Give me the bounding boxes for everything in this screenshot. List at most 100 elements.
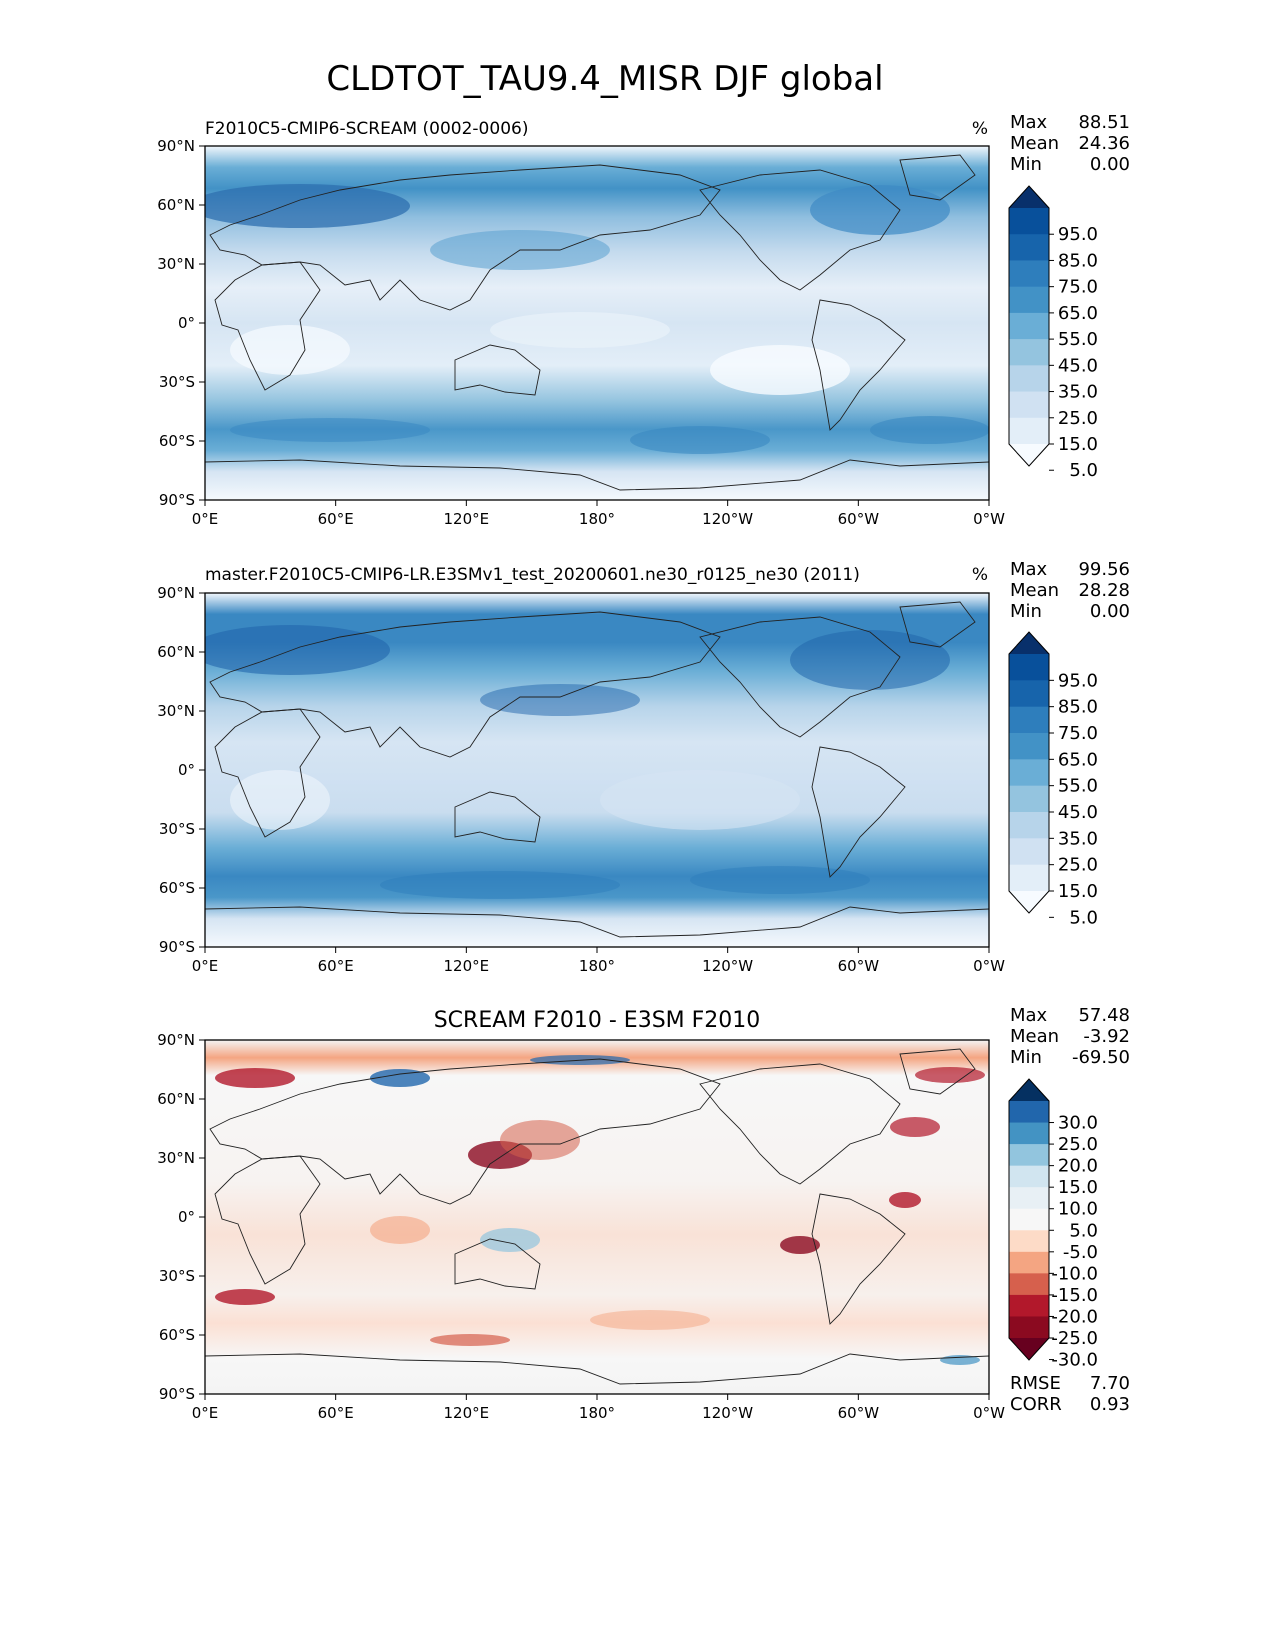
y-tick-label: 0°: [178, 761, 195, 779]
y-tick-label: 30°S: [159, 1267, 195, 1285]
y-tick-label: 30°S: [159, 820, 195, 838]
x-tick-label: 60°E: [318, 510, 354, 528]
panel-1-map: [205, 146, 989, 500]
x-tick-label: 60°W: [838, 510, 880, 528]
stat-mean-label: Mean: [1010, 580, 1059, 601]
colorbar-label: -30.0: [1051, 1350, 1098, 1371]
colorbar-segment: [1009, 312, 1049, 340]
colorbar-label: -5.0: [1063, 1242, 1098, 1263]
x-tick-label: 0°W: [973, 957, 1005, 975]
stat-mean-value: 28.28: [1078, 580, 1130, 601]
y-tick-label: 30°N: [157, 1149, 195, 1167]
x-tick-label: 0°E: [192, 510, 219, 528]
colorbar-segment: [1009, 286, 1049, 314]
x-tick-label: 120°W: [702, 510, 753, 528]
stat-max-value: 99.56: [1078, 559, 1130, 580]
colorbar-label: 65.0: [1058, 749, 1098, 770]
colorbar-segment: [1009, 208, 1049, 235]
colorbar-segment: [1009, 680, 1049, 708]
corr-value: 0.93: [1090, 1394, 1130, 1415]
colorbar-segment: [1009, 1273, 1049, 1296]
colorbar-segment: [1009, 365, 1049, 393]
y-tick-label: 60°N: [157, 196, 195, 214]
y-tick-label: 30°S: [159, 373, 195, 391]
colorbar-segment: [1009, 1165, 1049, 1188]
colorbar-label: 5.0: [1069, 907, 1098, 928]
colorbar-label: 45.0: [1058, 355, 1098, 376]
colorbar-label: 45.0: [1058, 802, 1098, 823]
panel-2-title: master.F2010C5-CMIP6-LR.E3SMv1_test_2020…: [205, 565, 860, 585]
colorbar-label: 20.0: [1058, 1156, 1098, 1177]
stat-min-value: 0.00: [1090, 154, 1130, 175]
stat-max-value: 88.51: [1078, 112, 1130, 133]
y-tick-label: 60°N: [157, 1090, 195, 1108]
axes: 0°E 60°E 120°E 180° 120°W 60°W 0°W 90°N 60°N 30°N…: [157, 137, 1005, 1422]
colorbar-label: 75.0: [1058, 723, 1098, 744]
colorbar-extend-top: [1009, 1079, 1049, 1101]
x-tick-label: 0°W: [973, 1404, 1005, 1422]
x-tick-label: 120°E: [444, 957, 490, 975]
colorbar-label: -10.0: [1051, 1263, 1098, 1284]
colorbar-segment: [1009, 706, 1049, 734]
colorbar-label: 75.0: [1058, 277, 1098, 298]
colorbar-segment: [1009, 1187, 1049, 1210]
y-tick-label: 60°S: [159, 432, 195, 450]
colorbar-label: 15.0: [1058, 1177, 1098, 1198]
colorbar-extend-bottom: [1009, 1338, 1049, 1360]
stats: Max 88.51 Mean 24.36 Min 0.00 Max 99.56 Mean 28.2…: [1010, 112, 1130, 1415]
y-tick-label: 90°N: [157, 137, 195, 155]
colorbar-label: 10.0: [1058, 1199, 1098, 1220]
colorbar-segment: [1009, 1251, 1049, 1274]
colorbar-segment: [1009, 759, 1049, 787]
colorbar-segment: [1009, 654, 1049, 681]
panel-1: F2010C5-CMIP6-SCREAM (0002-0006) %: [204, 119, 990, 501]
colorbar-segment: [1009, 417, 1049, 445]
y-tick-label: 90°S: [159, 491, 195, 509]
y-tick-label: 90°S: [159, 1385, 195, 1403]
colorbar-label: 35.0: [1058, 382, 1098, 403]
panel-2: master.F2010C5-CMIP6-LR.E3SMv1_test_2020…: [204, 565, 990, 948]
colorbar-segment: [1009, 838, 1049, 866]
colorbar-extend-top: [1009, 186, 1049, 208]
panel-3-title: SCREAM F2010 - E3SM F2010: [434, 1008, 761, 1033]
colorbar-segment: [1009, 391, 1049, 419]
stat-max-label: Max: [1010, 559, 1048, 580]
stat-min-label: Min: [1010, 601, 1042, 622]
stat-mean-value: -3.92: [1083, 1026, 1130, 1047]
y-tick-label: 60°S: [159, 1326, 195, 1344]
x-tick-label: 120°W: [702, 1404, 753, 1422]
rmse-value: 7.70: [1090, 1373, 1130, 1394]
x-tick-label: 60°E: [318, 1404, 354, 1422]
rmse-label: RMSE: [1010, 1373, 1061, 1394]
x-tick-label: 60°W: [838, 1404, 880, 1422]
figure-title: CLDTOT_TAU9.4_MISR DJF global: [326, 59, 883, 99]
y-tick-label: 0°: [178, 1208, 195, 1226]
corr-label: CORR: [1010, 1394, 1062, 1415]
y-tick-label: 90°N: [157, 1031, 195, 1049]
colorbar-label: 55.0: [1058, 776, 1098, 797]
colorbar-label: -25.0: [1051, 1328, 1098, 1349]
y-tick-label: 30°N: [157, 255, 195, 273]
y-tick-label: 30°N: [157, 702, 195, 720]
colorbar-extend-top: [1009, 632, 1049, 654]
colorbar-label: 65.0: [1058, 303, 1098, 324]
stat-mean-label: Mean: [1010, 1026, 1059, 1047]
panel-3: SCREAM F2010 - E3SM F2010: [204, 1008, 990, 1395]
stat-mean-label: Mean: [1010, 133, 1059, 154]
stat-min-label: Min: [1010, 1047, 1042, 1068]
colorbars: 95.0 85.0 75.0 65.0 55.0 45.0 35.0 25.0 15.0 5.0 9…: [1008, 185, 1098, 1371]
panel-2-map: [205, 593, 989, 947]
stat-max-value: 57.48: [1078, 1005, 1130, 1026]
x-tick-label: 120°E: [444, 510, 490, 528]
colorbar-segment: [1009, 234, 1049, 261]
x-tick-label: 0°W: [973, 510, 1005, 528]
stat-min-value: 0.00: [1090, 601, 1130, 622]
x-tick-label: 60°W: [838, 957, 880, 975]
colorbar-label: 25.0: [1058, 855, 1098, 876]
colorbar-label: 35.0: [1058, 828, 1098, 849]
colorbar-label: -15.0: [1051, 1285, 1098, 1306]
colorbar-label: 85.0: [1058, 250, 1098, 271]
y-tick-label: 0°: [178, 314, 195, 332]
panel-1-units: %: [972, 119, 988, 139]
